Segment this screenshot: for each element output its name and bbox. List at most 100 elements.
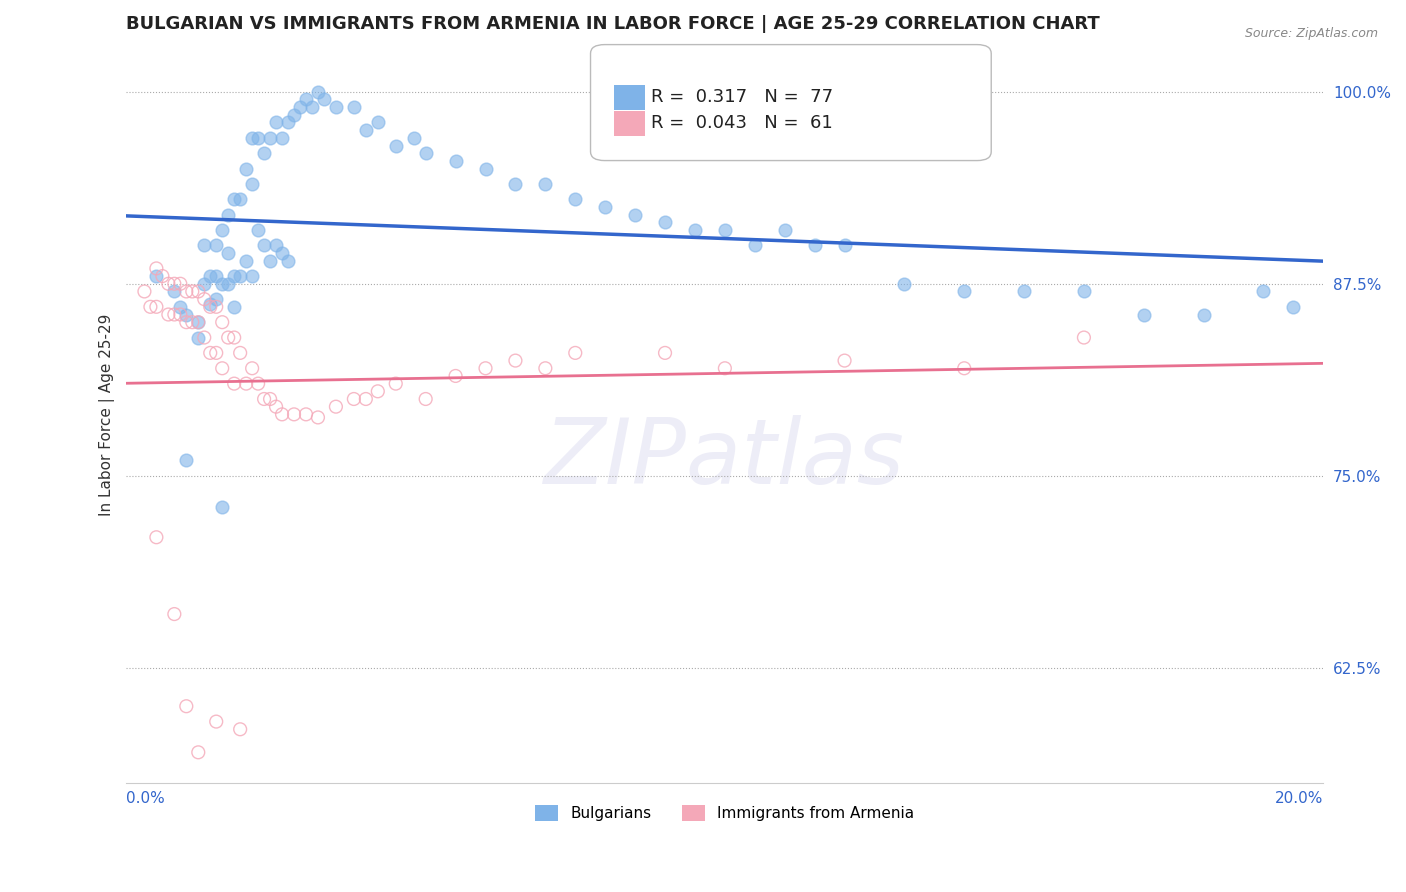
Point [367, 115, 389, 129]
Point [312, 92, 335, 106]
Point [157, 308, 180, 322]
Point [271, 131, 294, 145]
Point [205, 300, 228, 314]
Point [259, 392, 281, 406]
Point [343, 100, 366, 114]
Point [163, 285, 186, 299]
Point [1073, 330, 1095, 344]
Point [224, 269, 246, 284]
Point [211, 500, 233, 514]
Point [235, 161, 257, 176]
Point [415, 146, 437, 161]
Point [150, 269, 173, 284]
Point [200, 297, 222, 311]
Point [1132, 308, 1154, 322]
Point [893, 277, 915, 291]
Point [654, 215, 676, 229]
Point [187, 285, 209, 299]
Point [253, 146, 276, 161]
Text: Source: ZipAtlas.com: Source: ZipAtlas.com [1244, 27, 1378, 40]
Text: 20.0%: 20.0% [1275, 790, 1323, 805]
Point [193, 238, 215, 252]
Point [803, 238, 825, 252]
Point [307, 85, 329, 99]
Point [953, 285, 976, 299]
Point [384, 138, 406, 153]
Point [593, 200, 616, 214]
Point [187, 330, 209, 344]
Point [205, 346, 228, 360]
Point [384, 376, 406, 391]
Point [444, 368, 467, 383]
Point [402, 131, 425, 145]
Point [217, 208, 239, 222]
Point [354, 123, 377, 137]
Point [683, 223, 706, 237]
Text: 0.0%: 0.0% [127, 790, 166, 805]
Point [474, 361, 496, 376]
Point [176, 285, 198, 299]
Point [271, 246, 294, 260]
Point [1253, 285, 1275, 299]
Point [145, 269, 167, 284]
Text: R =  0.317   N =  77: R = 0.317 N = 77 [651, 88, 834, 106]
Legend: Bulgarians, Immigrants from Armenia: Bulgarians, Immigrants from Armenia [529, 799, 921, 827]
Point [163, 607, 186, 621]
Text: ZIPatlas: ZIPatlas [544, 415, 905, 502]
Point [224, 192, 246, 206]
Point [301, 100, 323, 114]
Point [229, 723, 252, 737]
Point [253, 238, 276, 252]
Text: BULGARIAN VS IMMIGRANTS FROM ARMENIA IN LABOR FORCE | AGE 25-29 CORRELATION CHAR: BULGARIAN VS IMMIGRANTS FROM ARMENIA IN … [127, 15, 1101, 33]
Point [187, 315, 209, 329]
Point [193, 292, 215, 306]
Point [200, 300, 222, 314]
Point [217, 277, 239, 291]
Point [217, 246, 239, 260]
Y-axis label: In Labor Force | Age 25-29: In Labor Force | Age 25-29 [100, 313, 115, 516]
Point [654, 346, 676, 360]
Point [211, 223, 233, 237]
Point [240, 131, 263, 145]
Point [193, 277, 215, 291]
Point [176, 315, 198, 329]
Point [187, 315, 209, 329]
Point [205, 714, 228, 729]
Point [714, 223, 737, 237]
Point [415, 392, 437, 406]
Point [229, 192, 252, 206]
Point [205, 269, 228, 284]
Point [229, 269, 252, 284]
Point [343, 392, 366, 406]
Point [534, 177, 557, 191]
Point [564, 346, 586, 360]
Point [354, 392, 377, 406]
Point [714, 361, 737, 376]
Point [744, 238, 766, 252]
Point [235, 253, 257, 268]
Point [259, 253, 281, 268]
Point [367, 384, 389, 399]
Point [325, 400, 347, 414]
Point [205, 292, 228, 306]
Point [834, 238, 856, 252]
Point [564, 192, 586, 206]
Point [163, 308, 186, 322]
Point [176, 308, 198, 322]
Point [534, 361, 557, 376]
Point [288, 100, 311, 114]
Point [224, 376, 246, 391]
Point [240, 361, 263, 376]
Point [145, 530, 167, 544]
Point [176, 453, 198, 467]
Point [200, 346, 222, 360]
Point [169, 308, 191, 322]
Point [211, 277, 233, 291]
Point [181, 315, 204, 329]
Point [474, 161, 496, 176]
Point [145, 300, 167, 314]
Point [157, 277, 180, 291]
Point [224, 300, 246, 314]
Point [169, 277, 191, 291]
Point [264, 400, 287, 414]
